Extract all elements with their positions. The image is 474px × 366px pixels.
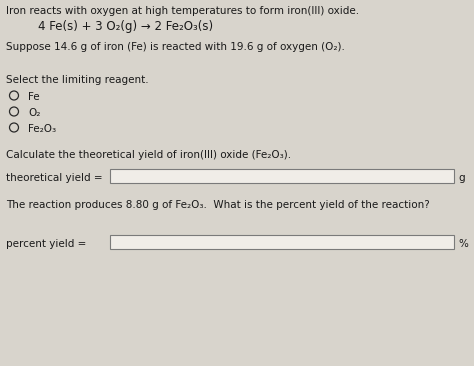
Text: %: % (458, 239, 468, 249)
Text: Suppose 14.6 g of iron (Fe) is reacted with 19.6 g of oxygen (O₂).: Suppose 14.6 g of iron (Fe) is reacted w… (6, 42, 345, 52)
Text: g: g (458, 173, 465, 183)
Text: Fe₂O₃: Fe₂O₃ (28, 124, 56, 134)
Text: O₂: O₂ (28, 108, 40, 118)
FancyBboxPatch shape (110, 235, 454, 249)
Text: Iron reacts with oxygen at high temperatures to form iron(III) oxide.: Iron reacts with oxygen at high temperat… (6, 6, 359, 16)
Text: Select the limiting reagent.: Select the limiting reagent. (6, 75, 149, 85)
Text: The reaction produces 8.80 g of Fe₂O₃.  What is the percent yield of the reactio: The reaction produces 8.80 g of Fe₂O₃. W… (6, 200, 430, 210)
Text: percent yield =: percent yield = (6, 239, 86, 249)
Text: theoretical yield =: theoretical yield = (6, 173, 103, 183)
Text: Calculate the theoretical yield of iron(III) oxide (Fe₂O₃).: Calculate the theoretical yield of iron(… (6, 150, 291, 160)
FancyBboxPatch shape (110, 169, 454, 183)
Text: Fe: Fe (28, 92, 40, 102)
Text: 4 Fe(s) + 3 O₂(g) → 2 Fe₂O₃(s): 4 Fe(s) + 3 O₂(g) → 2 Fe₂O₃(s) (38, 20, 213, 33)
